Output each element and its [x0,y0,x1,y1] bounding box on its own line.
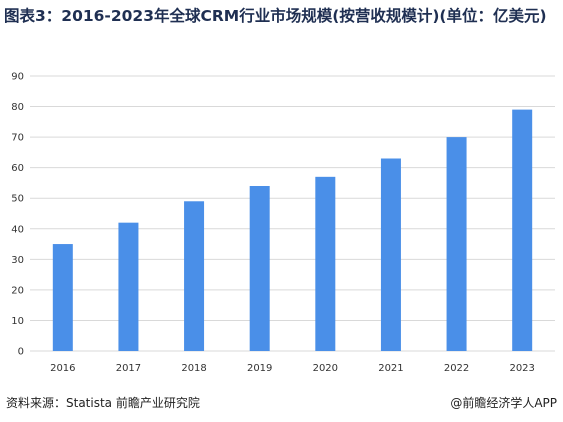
x-tick-label: 2021 [378,363,403,374]
y-tick-label: 30 [11,255,24,266]
bar [446,137,467,351]
bar [52,244,73,351]
y-tick-label: 50 [11,194,24,205]
y-tick-label: 90 [11,72,24,83]
bar [512,109,533,351]
x-tick-label: 2018 [181,363,206,374]
y-tick-label: 40 [11,224,24,235]
chart-title: 图表3：2016-2023年全球CRM行业市场规模(按营收规模计)(单位：亿美元… [4,7,547,25]
bar [249,186,270,351]
bar [380,158,401,351]
y-tick-label: 20 [11,285,24,296]
bar [118,222,139,351]
y-tick-label: 80 [11,102,24,113]
y-tick-label: 60 [11,163,24,174]
bar [184,201,205,351]
x-tick-label: 2020 [313,363,338,374]
bar [315,176,336,351]
x-tick-label: 2022 [444,363,469,374]
y-tick-label: 0 [18,347,24,358]
y-tick-label: 10 [11,316,24,327]
source-note: 资料来源：Statista 前瞻产业研究院 [6,396,200,410]
x-tick-label: 2019 [247,363,272,374]
x-tick-label: 2017 [116,363,141,374]
x-tick-label: 2023 [509,363,534,374]
x-tick-label: 2016 [50,363,75,374]
credit-note: @前瞻经济学人APP [450,396,557,410]
y-tick-label: 70 [11,133,24,144]
